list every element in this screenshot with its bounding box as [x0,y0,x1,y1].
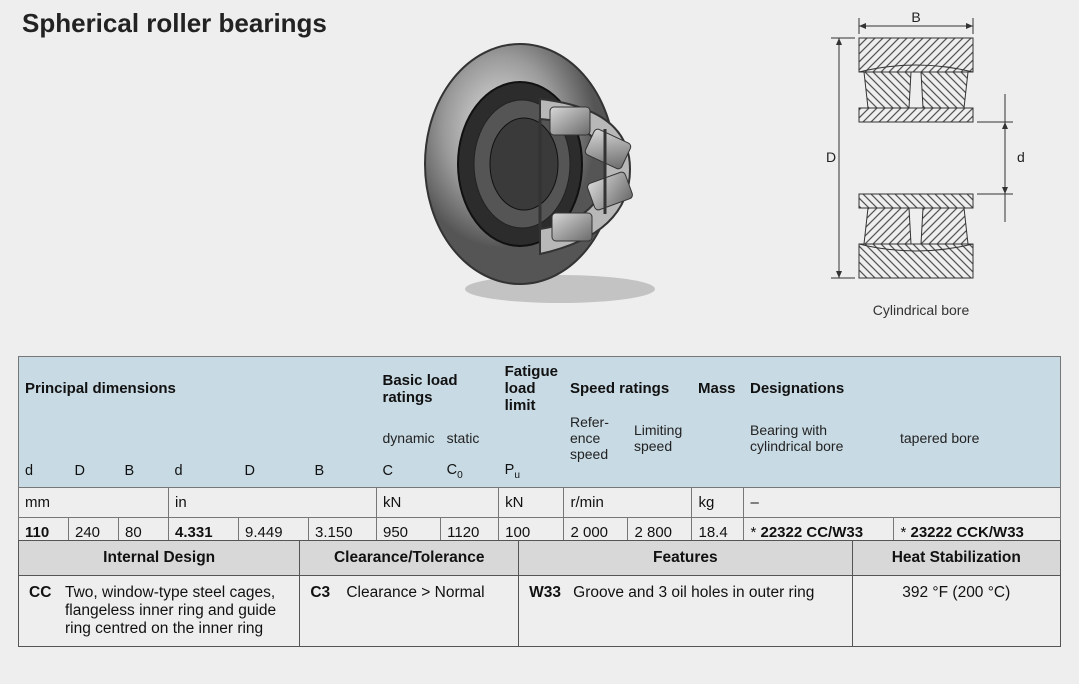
hdr-designations: Designations [744,357,1061,415]
info-heat: 392 °F (200 °C) [852,576,1060,647]
sym-D1: D [69,462,119,487]
hdr-mass: Mass [692,357,744,415]
sym-d1: d [19,462,69,487]
sym-Pu: Pu [499,462,564,487]
info-features: W33 Groove and 3 oil holes in outer ring [519,576,852,647]
dimension-caption: Cylindrical bore [791,302,1051,318]
sym-d2: d [169,462,239,487]
units-row: mm in kN kN r/min kg – [19,487,1061,517]
info-hdr-internal: Internal Design [19,541,300,576]
hdr-speed: Speed ratings [564,357,692,415]
sub-lim-speed: Limiting speed [628,414,692,462]
sub-cyl-bore: Bearing with cylindrical bore [744,414,894,462]
info-clearance: C3 Clearance > Normal [300,576,519,647]
info-hdr-heat: Heat Stabilization [852,541,1060,576]
dimension-drawing: B D [791,8,1051,328]
sub-static: static [441,414,499,462]
info-hdr-features: Features [519,541,852,576]
hdr-basic-load: Basic load ratings [377,357,499,415]
sym-B1: B [119,462,169,487]
sym-C: C [377,462,441,487]
sub-dynamic: dynamic [377,414,441,462]
dim-label-D: D [826,149,836,165]
page-title: Spherical roller bearings [22,8,327,39]
bearing-illustration [410,24,690,314]
sym-C0: C0 [441,462,499,487]
sub-ref-speed: Refer-ence speed [564,414,628,462]
hdr-fatigue: Fatigue load limit [499,357,564,415]
sub-tap-bore: tapered bore [894,414,1061,462]
dim-label-B: B [911,9,920,25]
info-hdr-clearance: Clearance/Tolerance [300,541,519,576]
hdr-principal: Principal dimensions [19,357,377,415]
info-internal: CC Two, window-type steel cages, flangel… [19,576,300,647]
info-table: Internal Design Clearance/Tolerance Feat… [18,540,1061,647]
sym-B2: B [309,462,377,487]
spec-table: Principal dimensions Basic load ratings … [18,356,1061,548]
dim-label-d: d [1017,149,1025,165]
sym-D2: D [239,462,309,487]
